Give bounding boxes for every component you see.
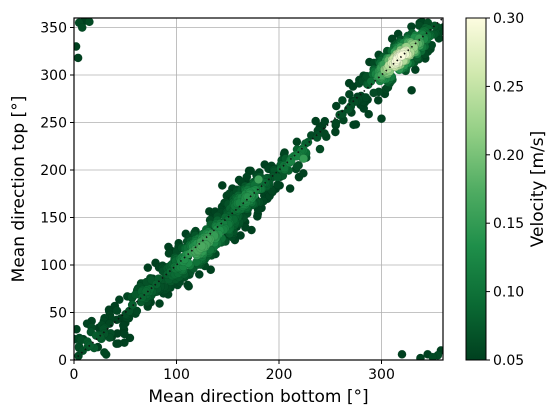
colorbar-tick-label: 0.30 <box>493 11 524 27</box>
data-point <box>373 95 383 105</box>
data-point <box>141 287 151 297</box>
colorbar <box>465 17 487 361</box>
data-point <box>120 329 129 339</box>
data-point <box>344 89 354 99</box>
x-tick-label: 200 <box>266 367 293 383</box>
data-point <box>61 340 69 348</box>
data-point <box>254 175 263 184</box>
y-axis-ticks: 0 50 100 150 200 250 300 350 <box>40 21 74 369</box>
y-tick-label: 100 <box>40 258 67 274</box>
data-point <box>194 270 204 279</box>
data-point <box>298 168 308 178</box>
data-point <box>197 241 207 251</box>
data-point <box>143 263 153 273</box>
data-point <box>74 42 81 51</box>
colorbar-tick-label: 0.20 <box>493 148 524 164</box>
data-point <box>118 321 128 330</box>
data-point <box>114 295 124 305</box>
data-point <box>377 114 386 124</box>
y-axis-label: Mean direction top [°] <box>9 96 29 283</box>
y-tick-label: 200 <box>40 163 67 179</box>
data-point <box>164 248 174 258</box>
colorbar-tick-label: 0.25 <box>493 79 524 95</box>
data-point <box>343 104 353 114</box>
data-point <box>240 223 250 232</box>
colorbar-ticks: 0.05 0.10 0.15 0.20 0.25 0.30 <box>486 11 524 369</box>
data-point <box>407 85 417 95</box>
data-point <box>84 359 89 360</box>
data-point <box>112 306 122 316</box>
data-point <box>416 353 425 360</box>
data-point <box>441 5 449 13</box>
y-tick-label: 0 <box>58 353 67 369</box>
data-point <box>349 120 358 130</box>
data-point <box>331 101 341 111</box>
data-point <box>183 280 193 290</box>
y-tick-label: 150 <box>40 211 67 227</box>
data-point <box>87 363 95 371</box>
data-point <box>85 341 95 350</box>
data-point <box>320 116 330 126</box>
x-axis-label: Mean direction bottom [°] <box>148 387 368 407</box>
y-tick-label: 250 <box>40 116 67 132</box>
data-point <box>292 162 302 171</box>
data-point <box>77 23 87 32</box>
data-point <box>99 348 109 357</box>
y-tick-label: 50 <box>49 306 67 322</box>
colorbar-tick-label: 0.05 <box>493 353 524 369</box>
data-point <box>242 172 252 182</box>
data-point <box>112 339 121 349</box>
data-point <box>441 7 449 15</box>
colorbar-tick-label: 0.10 <box>493 285 524 301</box>
data-point <box>361 92 371 102</box>
data-point <box>285 184 295 193</box>
data-points <box>61 5 449 371</box>
data-point <box>364 109 374 119</box>
data-point <box>369 88 379 98</box>
colorbar-tick-label: 0.15 <box>493 216 524 232</box>
data-point <box>84 18 94 27</box>
colorbar-label: Velocity [m/s] <box>528 131 548 248</box>
data-point <box>286 156 296 166</box>
data-point <box>272 172 282 182</box>
plot-frame <box>73 17 444 361</box>
data-point <box>155 299 164 308</box>
x-tick-label: 300 <box>368 367 395 383</box>
data-point <box>428 352 438 360</box>
data-point <box>312 133 322 142</box>
data-point <box>299 154 308 164</box>
y-tick-label: 350 <box>40 21 67 37</box>
data-point <box>311 116 321 126</box>
x-tick-label: 100 <box>163 367 190 383</box>
data-point <box>246 166 256 176</box>
data-point <box>74 53 83 63</box>
data-point <box>315 144 325 154</box>
data-point <box>425 5 433 13</box>
y-tick-label: 300 <box>40 68 67 84</box>
data-point <box>397 349 407 359</box>
x-axis-ticks: 0 100 200 300 <box>70 360 395 383</box>
data-point <box>337 95 347 105</box>
data-point <box>74 324 81 334</box>
data-point <box>151 279 161 289</box>
data-point <box>217 181 227 190</box>
data-point <box>331 118 341 128</box>
data-point <box>292 137 302 147</box>
x-tick-label: 0 <box>70 367 79 383</box>
data-point <box>243 192 253 202</box>
